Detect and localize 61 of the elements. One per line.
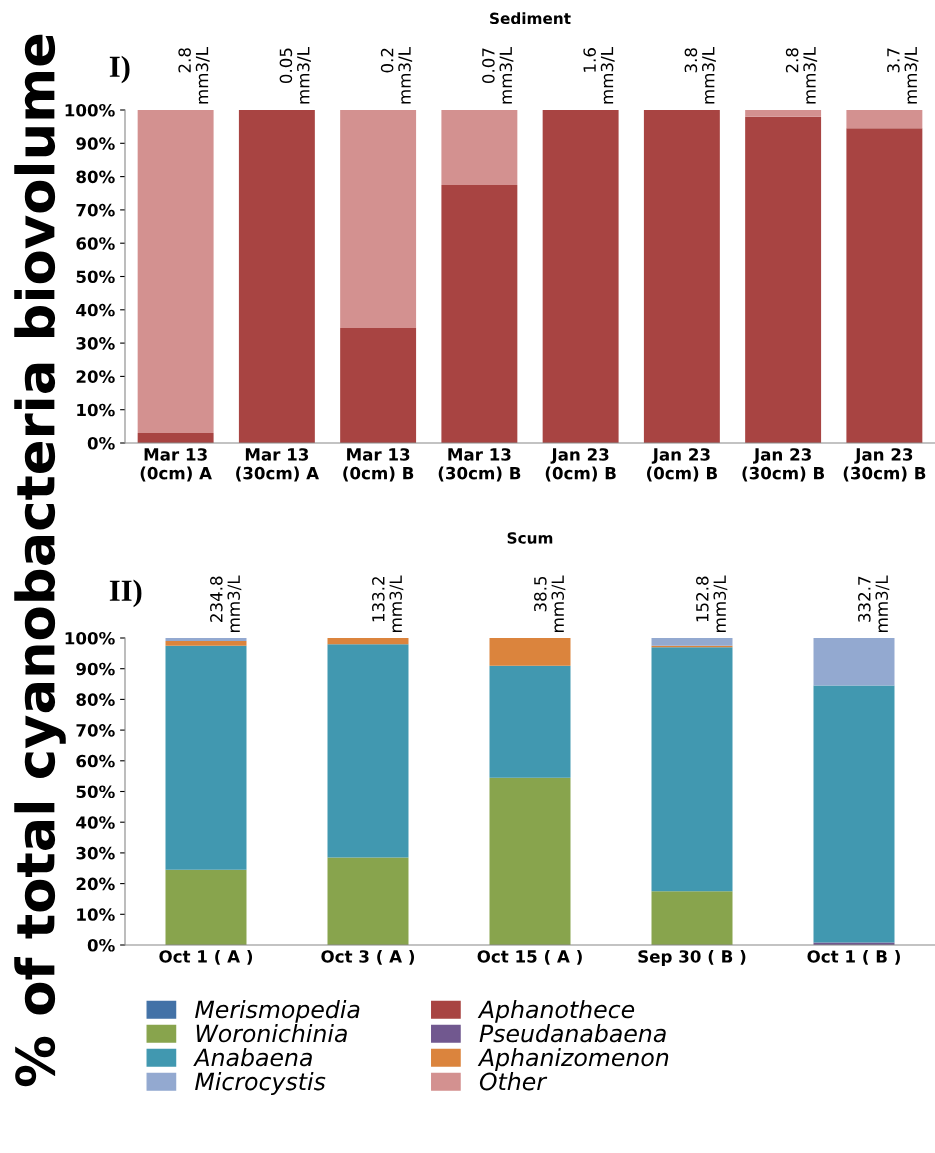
chart-title: Sediment xyxy=(490,12,571,25)
y-tick-label: 100% xyxy=(65,631,115,645)
y-tick-label: 60% xyxy=(76,754,115,768)
legend-label: Other xyxy=(479,1072,548,1091)
y-axis-title: % of total cyanobacteria biovolume xyxy=(14,34,66,1087)
x-tick-label: Jan 23 (30cm) B xyxy=(742,448,825,482)
total-label: 3.8 mm3/L xyxy=(684,47,716,104)
x-tick-label: Mar 13 (30cm) A xyxy=(236,448,319,482)
total-label: 133.2 mm3/L xyxy=(372,575,404,632)
legend-label: Pseudanabaena xyxy=(479,1024,666,1043)
total-label: 0.2 mm3/L xyxy=(380,47,413,104)
y-tick-label: 80% xyxy=(76,170,115,184)
x-tick-label: Oct 1 ( B ) xyxy=(807,949,900,965)
x-tick-label: Oct 1 ( A ) xyxy=(159,949,253,965)
total-label: 0.05 mm3/L xyxy=(279,47,311,104)
x-tick-label: Mar 13 (0cm) B xyxy=(343,448,414,482)
y-tick-label: 90% xyxy=(76,137,115,150)
x-tick-label: Jan 23 (0cm) B xyxy=(545,448,616,482)
y-tick-label: 90% xyxy=(76,662,115,676)
y-tick-label: 50% xyxy=(76,270,115,284)
y-tick-label: 40% xyxy=(76,303,115,317)
x-tick-label: Mar 13 (30cm) B xyxy=(438,448,521,482)
total-label: 2.8 mm3/L xyxy=(178,47,210,104)
y-tick-label: 70% xyxy=(76,203,115,217)
x-tick-label: Sep 30 ( B ) xyxy=(638,949,746,966)
legend-label: Merismopedia xyxy=(195,1000,360,1023)
y-tick-label: 30% xyxy=(76,846,115,860)
x-tick-label: Oct 15 ( A ) xyxy=(477,949,582,965)
text: II) xyxy=(109,579,142,608)
legend-label: Woronichinia xyxy=(196,1024,347,1043)
total-label: 152.8 mm3/L xyxy=(696,575,728,632)
y-tick-label: 30% xyxy=(76,337,115,350)
total-label: 0.07 mm3/L xyxy=(482,47,514,104)
chart-title: Scum xyxy=(507,532,553,544)
y-tick-label: 60% xyxy=(76,237,115,250)
text: I) xyxy=(109,55,130,84)
y-tick-label: 0% xyxy=(87,436,115,450)
x-tick-label: Oct 3 ( A ) xyxy=(321,949,415,965)
x-tick-label: Mar 13 (0cm) A xyxy=(140,448,212,482)
total-label: 2.8 mm3/L xyxy=(785,47,818,104)
x-tick-label: Jan 23 (30cm) B xyxy=(843,448,926,482)
total-label: 234.8 mm3/L xyxy=(210,575,242,632)
legend-label: Anabaena xyxy=(193,1048,312,1067)
y-tick-label: 70% xyxy=(76,724,115,737)
total-label: 38.5 mm3/L xyxy=(534,575,566,632)
y-tick-label: 40% xyxy=(76,816,115,829)
y-tick-label: 0% xyxy=(87,938,115,952)
total-label: 1.6 mm3/L xyxy=(583,47,615,104)
y-tick-label: 100% xyxy=(65,103,115,117)
y-tick-label: 10% xyxy=(77,403,115,417)
legend-label: Microcystis xyxy=(195,1072,326,1095)
legend-label: Aphanizomenon xyxy=(477,1048,669,1071)
y-tick-label: 50% xyxy=(76,785,115,799)
y-tick-label: 10% xyxy=(77,908,115,921)
x-tick-label: Jan 23 (0cm) B xyxy=(647,448,717,482)
y-tick-label: 80% xyxy=(76,693,115,706)
total-label: 3.7 mm3/L xyxy=(887,47,919,104)
y-tick-label: 20% xyxy=(76,370,115,383)
legend-label: Aphanothece xyxy=(477,1000,635,1023)
y-tick-label: 20% xyxy=(76,877,115,891)
total-label: 332.7 mm3/L xyxy=(858,575,890,632)
